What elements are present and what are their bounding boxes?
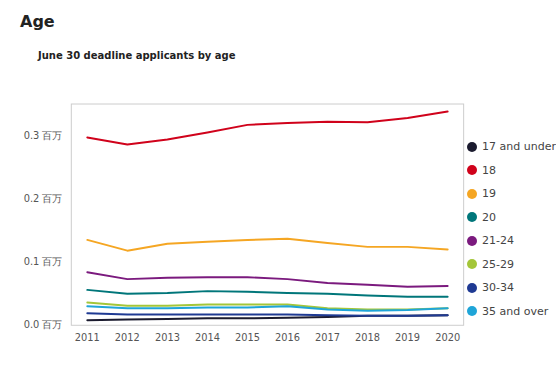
- svg-text:0.3 百万: 0.3 百万: [24, 130, 63, 141]
- svg-text:2018: 2018: [355, 332, 380, 343]
- html-text:20: 20: [482, 210, 497, 224]
- html-text:June 30 deadline applicants by: June 30 deadline applicants by age: [38, 50, 236, 61]
- svg-text:2016: 2016: [275, 332, 300, 343]
- html-text:30-34: 30-34: [482, 281, 515, 295]
- svg-text:2014: 2014: [195, 332, 220, 343]
- svg-text:2012: 2012: [115, 332, 140, 343]
- svg-text:2011: 2011: [75, 332, 100, 343]
- svg-text:0.0 百万: 0.0 百万: [24, 319, 63, 330]
- html-text:25-29: 25-29: [482, 257, 515, 271]
- html-text:35 and over: 35 and over: [482, 304, 549, 318]
- svg-text:2013: 2013: [155, 332, 180, 343]
- html-text:Age: Age: [20, 12, 55, 31]
- html-text:21-24: 21-24: [482, 234, 515, 248]
- svg-text:2019: 2019: [395, 332, 420, 343]
- html-text:18: 18: [482, 163, 497, 177]
- svg-text:0.2 百万: 0.2 百万: [24, 193, 63, 204]
- svg-text:2015: 2015: [235, 332, 260, 343]
- svg-text:0.1 百万: 0.1 百万: [24, 256, 63, 267]
- html-text:17 and under: 17 and under: [482, 140, 556, 154]
- svg-text:2017: 2017: [315, 332, 340, 343]
- html-text:19: 19: [482, 187, 497, 201]
- svg-text:2020: 2020: [435, 332, 460, 343]
